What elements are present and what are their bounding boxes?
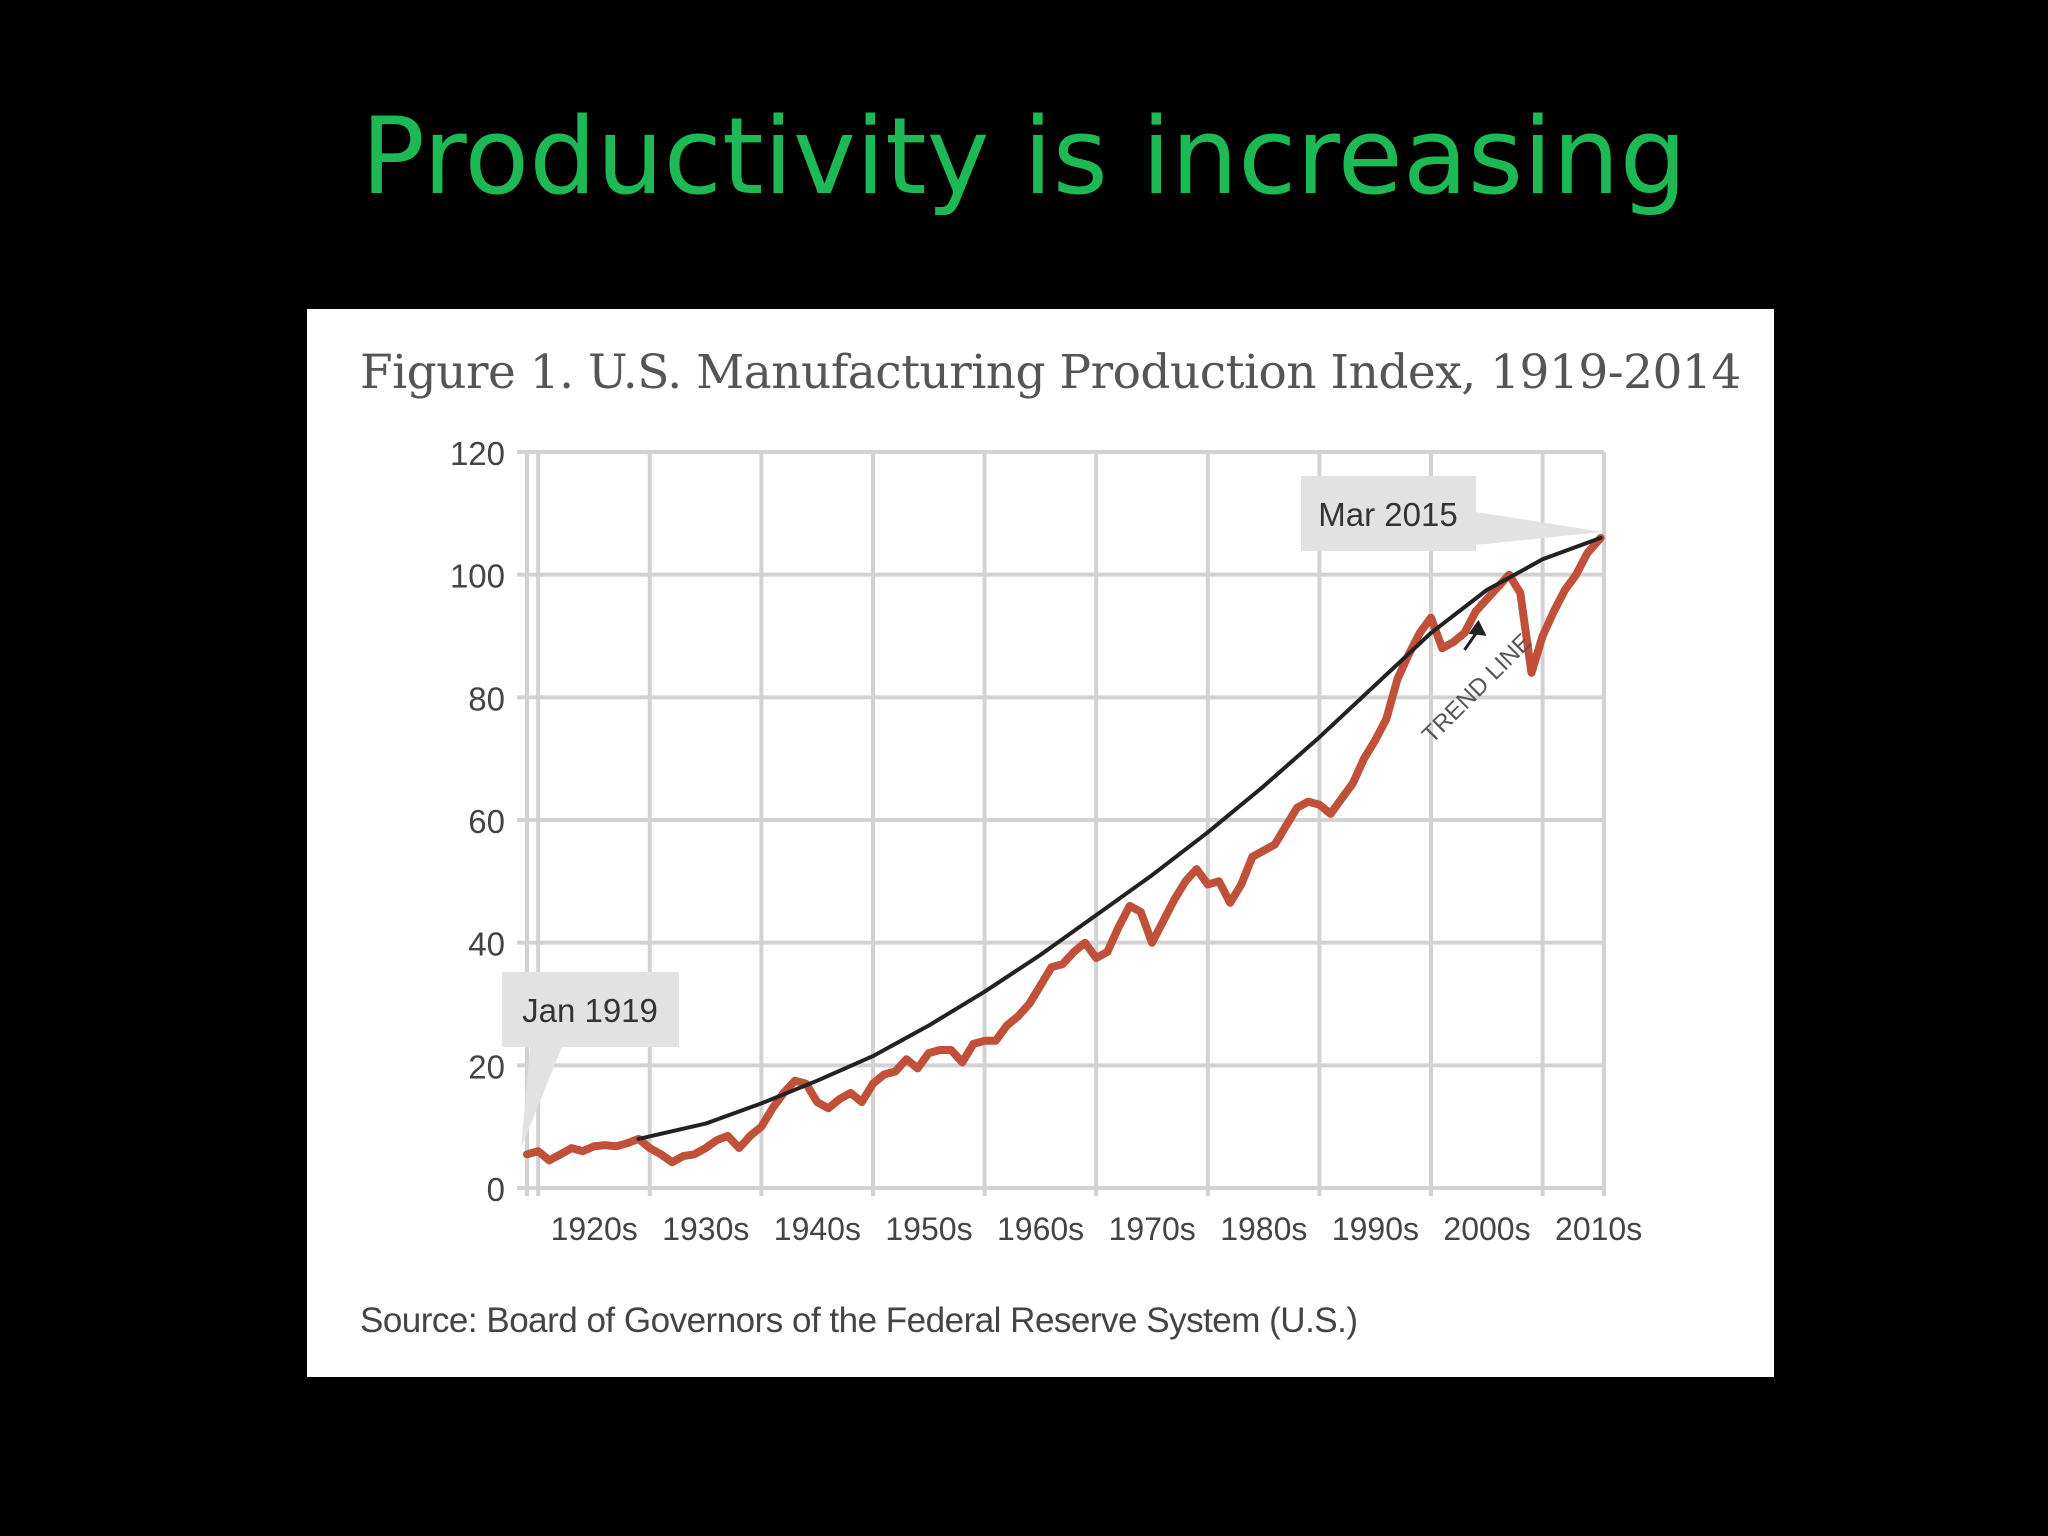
source-note: Source: Board of Governors of the Federa… — [360, 1301, 1358, 1340]
series-line-production-index — [523, 533, 1605, 1167]
grid-layer — [517, 450, 1606, 1196]
callout-pointer-jan-1919 — [521, 1047, 562, 1149]
slide-title: Productivity is increasing — [361, 95, 1687, 218]
figure-title: Figure 1. U.S. Manufacturing Production … — [360, 345, 1741, 400]
axis-layer: 0 20 40 60 80 100 120 1920s 1930s 1940s 1950s 1960s… — [450, 435, 1642, 1247]
x-tick-label: 2010s — [1555, 1211, 1642, 1247]
trend-line-label: TREND LINE — [1417, 629, 1537, 749]
x-tick-label: 1970s — [1109, 1211, 1196, 1247]
callout-label-jan-1919: Jan 1919 — [522, 992, 658, 1029]
chart-svg: 0 20 40 60 80 100 120 1920s 1930s 1940s 1950s 1960s… — [450, 435, 1642, 1247]
x-tick-label: 1980s — [1220, 1211, 1307, 1247]
trend-arrow-head — [1468, 619, 1487, 636]
figure-panel: Figure 1. U.S. Manufacturing Production … — [307, 309, 1774, 1377]
y-tick-label: 20 — [468, 1048, 505, 1085]
callout-pointer-mar-2015 — [1457, 509, 1603, 545]
x-tick-label: 1920s — [551, 1211, 638, 1247]
callout-label-mar-2015: Mar 2015 — [1318, 496, 1457, 533]
x-tick-label: 1930s — [662, 1211, 749, 1247]
series-layer — [523, 533, 1605, 1167]
x-tick-label: 1940s — [774, 1211, 861, 1247]
x-tick-label: 2000s — [1443, 1211, 1530, 1247]
series-line-trend — [636, 535, 1603, 1141]
y-tick-label: 0 — [487, 1171, 505, 1208]
x-tick-label: 1960s — [997, 1211, 1084, 1247]
y-tick-label: 120 — [450, 435, 505, 472]
y-tick-label: 60 — [468, 803, 505, 840]
callout-box-jan-1919 — [502, 972, 679, 1047]
y-tick-label: 100 — [450, 558, 505, 595]
y-tick-label: 40 — [468, 926, 505, 963]
x-tick-label: 1950s — [885, 1211, 972, 1247]
y-tick-label: 80 — [468, 680, 505, 717]
annotation-layer: Jan 1919 Mar 2015 TREND LINE — [502, 476, 1603, 1149]
callout-box-mar-2015 — [1301, 476, 1476, 551]
x-tick-label: 1990s — [1332, 1211, 1419, 1247]
